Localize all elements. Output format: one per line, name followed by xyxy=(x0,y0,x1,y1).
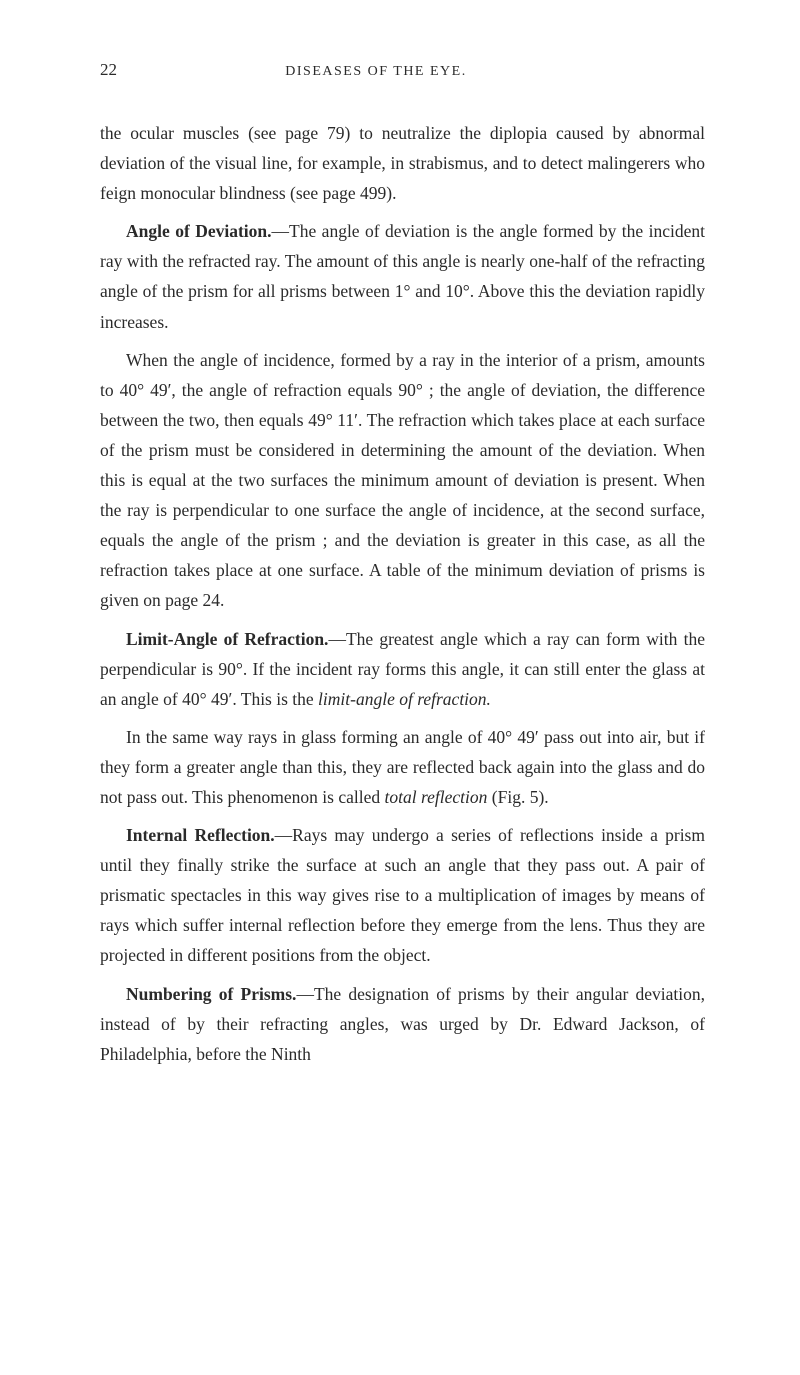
para6-lead: Internal Reflection. xyxy=(126,825,275,845)
paragraph-3: When the angle of incidence, formed by a… xyxy=(100,345,705,616)
paragraph-7: Numbering of Prisms.—The designation of … xyxy=(100,979,705,1069)
para1-text: the ocular muscles (see page 79) to neut… xyxy=(100,123,705,203)
paragraph-6: Internal Reflection.—Rays may undergo a … xyxy=(100,820,705,970)
body-text: the ocular muscles (see page 79) to neut… xyxy=(100,118,705,1069)
para2-lead: Angle of Deviation. xyxy=(126,221,272,241)
paragraph-4: Limit-Angle of Refraction.—The greatest … xyxy=(100,624,705,714)
para4-italic: limit-angle of refraction. xyxy=(318,689,491,709)
para7-lead: Numbering of Prisms. xyxy=(126,984,296,1004)
page-header: 22 DISEASES OF THE EYE. xyxy=(100,60,705,80)
para5-italic: total reflection xyxy=(385,787,488,807)
para5-post: (Fig. 5). xyxy=(487,787,548,807)
para4-lead: Limit-Angle of Refraction. xyxy=(126,629,328,649)
running-title: DISEASES OF THE EYE. xyxy=(77,64,675,80)
paragraph-2: Angle of Deviation.—The angle of deviati… xyxy=(100,216,705,336)
paragraph-1: the ocular muscles (see page 79) to neut… xyxy=(100,118,705,208)
para6-rest: —Rays may undergo a series of reflection… xyxy=(100,825,705,965)
paragraph-5: In the same way rays in glass forming an… xyxy=(100,722,705,812)
para3-text: When the angle of incidence, formed by a… xyxy=(100,350,705,611)
